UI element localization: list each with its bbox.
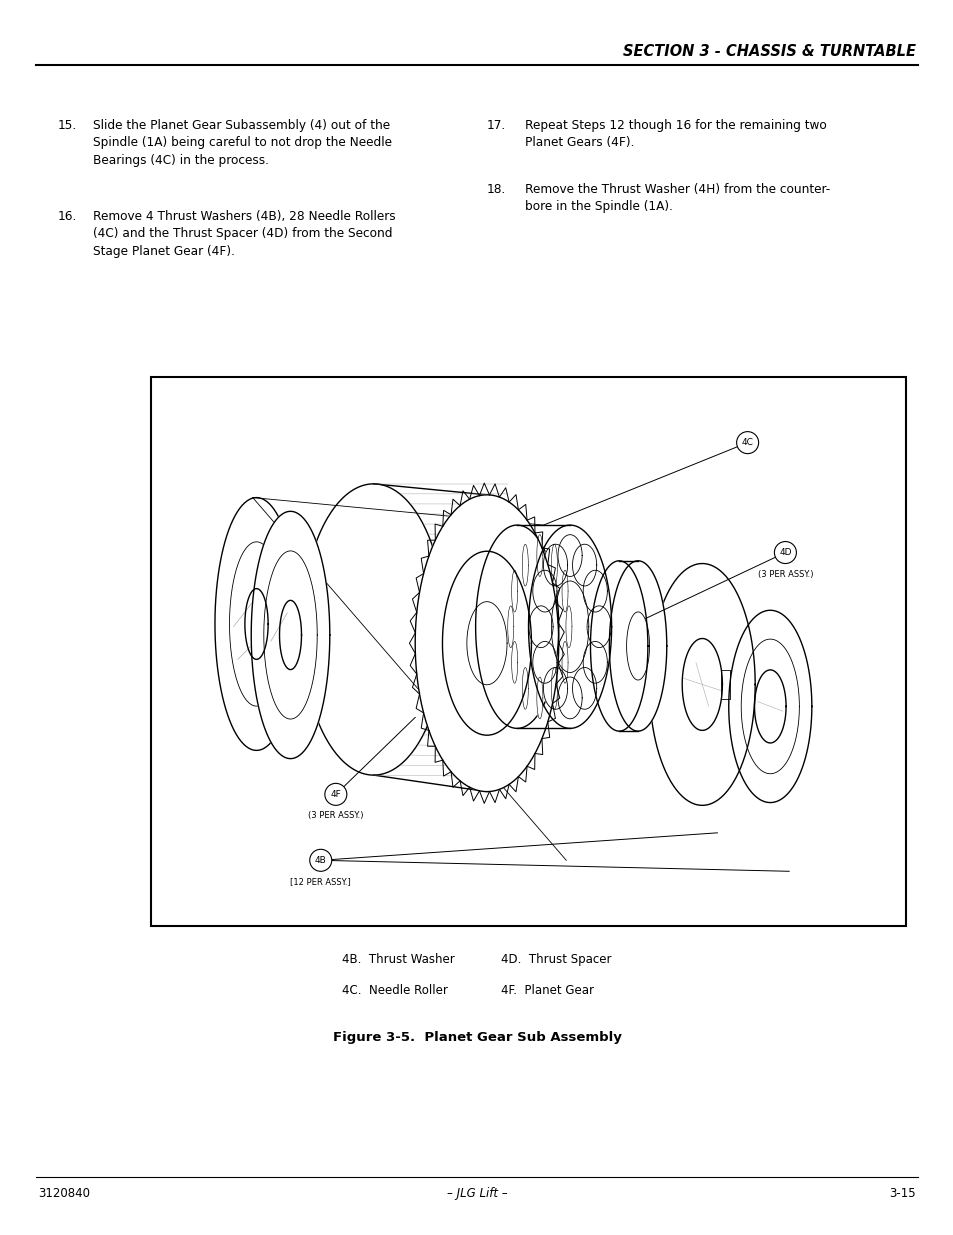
Text: (3 PER ASSY.): (3 PER ASSY.) [757,569,812,578]
Polygon shape [558,677,581,719]
Polygon shape [374,484,486,792]
Polygon shape [561,571,567,613]
Polygon shape [214,498,297,751]
Polygon shape [532,571,557,613]
Text: [12 PER ASSY.]: [12 PER ASSY.] [290,877,351,887]
Text: 18.: 18. [486,183,505,196]
Text: 16.: 16. [57,210,76,224]
Text: 17.: 17. [486,119,505,132]
Polygon shape [476,525,558,729]
Polygon shape [728,610,811,803]
Text: Figure 3-5.  Planet Gear Sub Assembly: Figure 3-5. Planet Gear Sub Assembly [333,1031,620,1045]
Text: 3120840: 3120840 [38,1187,91,1199]
Text: Repeat Steps 12 though 16 for the remaining two
Planet Gears (4F).: Repeat Steps 12 though 16 for the remain… [524,119,825,149]
Polygon shape [537,677,542,719]
Text: 3-15: 3-15 [888,1187,915,1199]
Text: (3 PER ASSY.): (3 PER ASSY.) [308,811,363,820]
Text: – JLG Lift –: – JLG Lift – [446,1187,507,1199]
Polygon shape [511,641,517,683]
Polygon shape [551,545,557,585]
Polygon shape [301,484,445,776]
Bar [151,377,905,926]
Text: 4F: 4F [330,790,341,799]
Polygon shape [521,667,528,709]
Text: 4F.  Planet Gear: 4F. Planet Gear [500,984,593,998]
Polygon shape [251,511,330,758]
Polygon shape [532,641,557,683]
Circle shape [310,850,332,872]
Text: SECTION 3 - CHASSIS & TURNTABLE: SECTION 3 - CHASSIS & TURNTABLE [622,44,915,59]
Polygon shape [521,545,528,585]
Circle shape [736,431,758,453]
Polygon shape [590,561,647,731]
Circle shape [325,783,347,805]
Polygon shape [609,561,666,731]
Text: 4C.  Needle Roller: 4C. Needle Roller [341,984,447,998]
Text: 4B.  Thrust Washer: 4B. Thrust Washer [341,953,454,967]
Polygon shape [572,667,596,709]
Text: 4B: 4B [314,856,326,864]
Polygon shape [511,571,517,613]
Polygon shape [565,606,572,647]
Text: 4C: 4C [740,438,753,447]
Polygon shape [582,571,607,613]
Polygon shape [582,641,607,683]
Text: 4D: 4D [779,548,791,557]
Text: Slide the Planet Gear Subassembly (4) out of the
Spindle (1A) being careful to n: Slide the Planet Gear Subassembly (4) ou… [93,119,392,167]
Polygon shape [649,563,755,805]
Polygon shape [558,535,581,577]
Circle shape [774,541,796,563]
Text: Remove 4 Thrust Washers (4B), 28 Needle Rollers
(4C) and the Thrust Spacer (4D) : Remove 4 Thrust Washers (4B), 28 Needle … [93,210,395,258]
Polygon shape [537,535,542,577]
Polygon shape [543,545,567,585]
Polygon shape [572,545,596,585]
Polygon shape [543,667,567,709]
Polygon shape [561,641,567,683]
Polygon shape [586,606,611,647]
Polygon shape [551,667,557,709]
Text: Remove the Thrust Washer (4H) from the counter-
bore in the Spindle (1A).: Remove the Thrust Washer (4H) from the c… [524,183,829,214]
Text: 4D.  Thrust Spacer: 4D. Thrust Spacer [500,953,611,967]
Text: 15.: 15. [57,119,76,132]
Polygon shape [528,606,553,647]
Polygon shape [507,606,514,647]
Polygon shape [415,495,558,792]
